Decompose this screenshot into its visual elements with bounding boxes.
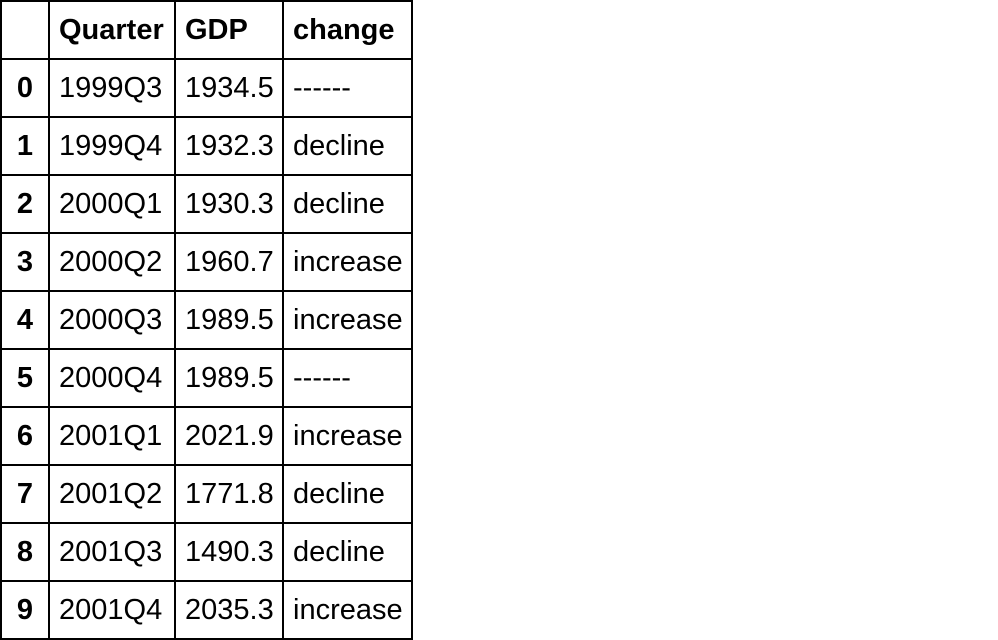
table-row: 5 2000Q4 1989.5 ------ bbox=[0, 348, 413, 408]
table-cell: decline bbox=[282, 522, 413, 582]
row-index-cell: 7 bbox=[0, 464, 50, 524]
row-index-cell: 9 bbox=[0, 580, 50, 640]
table-body: 0 1999Q3 1934.5 ------ 1 1999Q4 1932.3 decline 2… bbox=[0, 58, 413, 640]
table-cell: 1999Q3 bbox=[48, 58, 176, 118]
table-cell: 2035.3 bbox=[174, 580, 284, 640]
table-row: 3 2000Q2 1960.7 increase bbox=[0, 232, 413, 292]
table-cell: 1999Q4 bbox=[48, 116, 176, 176]
table-row: 7 2001Q2 1771.8 decline bbox=[0, 464, 413, 524]
table-cell: 2001Q1 bbox=[48, 406, 176, 466]
table-cell: 2001Q4 bbox=[48, 580, 176, 640]
row-index-cell: 0 bbox=[0, 58, 50, 118]
gdp-quarterly-table: Quarter GDP change 0 1999Q3 1934.5 ------ 1 199… bbox=[0, 0, 413, 640]
column-header-gdp: GDP bbox=[174, 0, 284, 60]
table-cell: 2000Q3 bbox=[48, 290, 176, 350]
table-cell: 2000Q2 bbox=[48, 232, 176, 292]
row-index-cell: 6 bbox=[0, 406, 50, 466]
index-column-header bbox=[0, 0, 50, 60]
table-cell: 1934.5 bbox=[174, 58, 284, 118]
table-cell: 2000Q1 bbox=[48, 174, 176, 234]
table-cell: 1989.5 bbox=[174, 348, 284, 408]
table-cell: 1989.5 bbox=[174, 290, 284, 350]
table-cell: 1771.8 bbox=[174, 464, 284, 524]
table-cell: 1932.3 bbox=[174, 116, 284, 176]
table-head: Quarter GDP change bbox=[0, 0, 413, 60]
table-cell: decline bbox=[282, 174, 413, 234]
table-cell: increase bbox=[282, 580, 413, 640]
table-row: 0 1999Q3 1934.5 ------ bbox=[0, 58, 413, 118]
table-cell: ------ bbox=[282, 58, 413, 118]
row-index-cell: 8 bbox=[0, 522, 50, 582]
row-index-cell: 1 bbox=[0, 116, 50, 176]
table-cell: 1490.3 bbox=[174, 522, 284, 582]
row-index-cell: 3 bbox=[0, 232, 50, 292]
table-cell: 2021.9 bbox=[174, 406, 284, 466]
row-index-cell: 4 bbox=[0, 290, 50, 350]
table-row: 8 2001Q3 1490.3 decline bbox=[0, 522, 413, 582]
table-cell: increase bbox=[282, 406, 413, 466]
table-cell: increase bbox=[282, 290, 413, 350]
table-cell: increase bbox=[282, 232, 413, 292]
table-cell: 2001Q2 bbox=[48, 464, 176, 524]
table-row: 4 2000Q3 1989.5 increase bbox=[0, 290, 413, 350]
table-row: 1 1999Q4 1932.3 decline bbox=[0, 116, 413, 176]
table-cell: decline bbox=[282, 464, 413, 524]
table-cell: 2000Q4 bbox=[48, 348, 176, 408]
table-cell: ------ bbox=[282, 348, 413, 408]
table-cell: 2001Q3 bbox=[48, 522, 176, 582]
table-cell: decline bbox=[282, 116, 413, 176]
table-row: 6 2001Q1 2021.9 increase bbox=[0, 406, 413, 466]
row-index-cell: 2 bbox=[0, 174, 50, 234]
table-row: 9 2001Q4 2035.3 increase bbox=[0, 580, 413, 640]
header-row: Quarter GDP change bbox=[0, 0, 413, 60]
column-header-change: change bbox=[282, 0, 413, 60]
table-cell: 1960.7 bbox=[174, 232, 284, 292]
row-index-cell: 5 bbox=[0, 348, 50, 408]
table-row: 2 2000Q1 1930.3 decline bbox=[0, 174, 413, 234]
column-header-quarter: Quarter bbox=[48, 0, 176, 60]
table-cell: 1930.3 bbox=[174, 174, 284, 234]
